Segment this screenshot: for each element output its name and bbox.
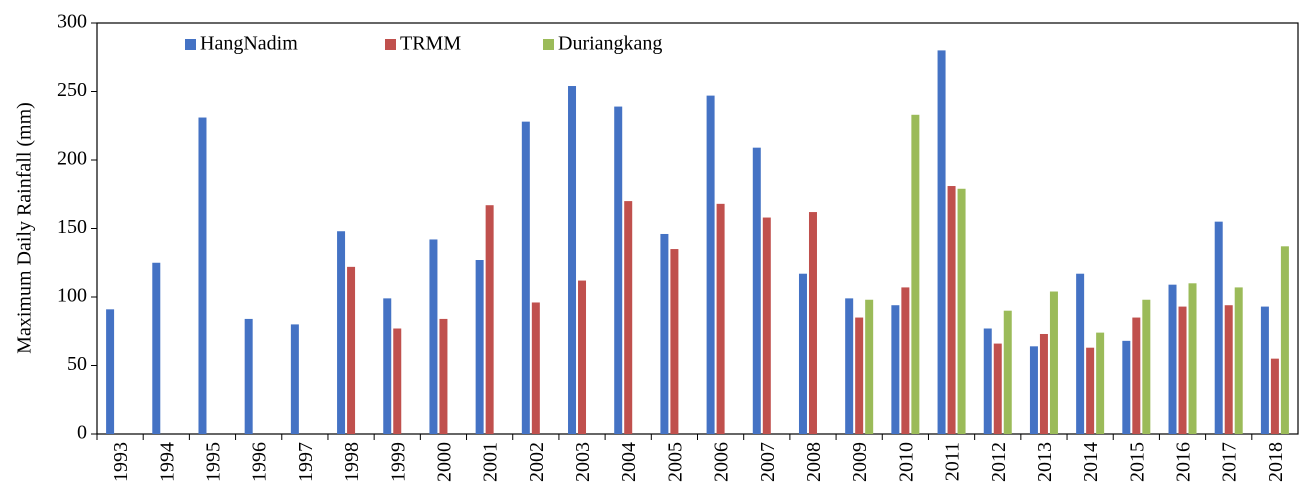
y-tick-label: 0 <box>77 422 87 444</box>
x-tick-label: 1995 <box>202 442 224 482</box>
y-tick-label: 250 <box>57 79 87 101</box>
bar <box>1122 340 1131 434</box>
x-tick-label: 2013 <box>1034 442 1056 482</box>
bar <box>1188 283 1197 434</box>
bar <box>290 324 299 434</box>
bar <box>706 95 715 435</box>
bar <box>716 203 725 434</box>
x-tick-label: 2015 <box>1126 442 1148 482</box>
bar <box>1234 287 1243 434</box>
x-tick-label: 1998 <box>341 442 363 482</box>
bar <box>485 205 494 434</box>
x-tick-label: 2004 <box>618 442 640 482</box>
legend-label: HangNadim <box>200 33 298 55</box>
bar <box>624 201 633 434</box>
bar <box>762 217 771 434</box>
x-tick-label: 2008 <box>803 442 825 482</box>
bar <box>429 239 438 434</box>
bar <box>947 186 956 434</box>
bar <box>957 188 966 434</box>
bar <box>752 147 761 435</box>
bar <box>660 233 669 434</box>
bar <box>1049 291 1058 434</box>
y-tick-label: 100 <box>57 285 87 307</box>
bar <box>993 343 1002 434</box>
bar <box>614 106 623 434</box>
x-tick-label: 2003 <box>572 442 594 482</box>
bar <box>1039 333 1048 434</box>
x-tick-label: 1994 <box>156 442 178 482</box>
bar <box>1086 347 1095 434</box>
x-tick-label: 1999 <box>387 442 409 482</box>
bar <box>1280 246 1289 434</box>
x-tick-label: 2012 <box>988 442 1010 482</box>
x-tick-label: 1996 <box>249 442 271 482</box>
bar <box>1270 358 1279 434</box>
bar <box>855 317 864 434</box>
x-tick-label: 1993 <box>110 442 132 482</box>
bar <box>1132 317 1141 434</box>
bar <box>1142 299 1151 434</box>
y-axis-label: Maximum Daily Rainfall (mm) <box>14 102 36 354</box>
bar <box>337 231 346 434</box>
bar <box>1168 284 1177 434</box>
x-tick-label: 1997 <box>295 442 317 482</box>
bar <box>1214 221 1223 434</box>
bar <box>670 249 679 434</box>
bar <box>475 260 484 434</box>
bar <box>1003 310 1012 434</box>
y-tick-label: 150 <box>57 216 87 238</box>
bar <box>798 273 807 434</box>
legend-label: TRMM <box>400 33 461 55</box>
bar <box>845 298 854 434</box>
x-tick-label: 2011 <box>942 442 964 481</box>
bar <box>1029 346 1038 434</box>
bar <box>531 302 540 434</box>
plot-frame <box>96 22 1299 435</box>
y-tick-label: 50 <box>67 353 87 375</box>
bar <box>937 50 946 435</box>
bar <box>521 121 530 434</box>
bar <box>347 266 356 434</box>
legend-swatch <box>385 39 396 50</box>
x-tick-label: 2018 <box>1265 442 1287 482</box>
x-tick-label: 2009 <box>849 442 871 482</box>
bar <box>152 262 161 434</box>
x-tick-label: 2002 <box>526 442 548 482</box>
x-tick-label: 2016 <box>1173 442 1195 482</box>
bar <box>198 117 207 434</box>
bar <box>439 318 448 434</box>
legend-label: Duriangkang <box>558 33 662 55</box>
x-tick-label: 2007 <box>757 442 779 482</box>
bar <box>808 212 817 434</box>
bar <box>393 328 402 434</box>
x-tick-label: 2010 <box>895 442 917 482</box>
legend-swatch <box>543 39 554 50</box>
bar <box>901 287 910 434</box>
bar <box>568 86 577 435</box>
bar <box>244 318 253 434</box>
bar <box>983 328 992 434</box>
x-tick-label: 2000 <box>433 442 455 482</box>
bar <box>106 309 115 434</box>
y-tick-label: 300 <box>57 11 87 33</box>
bar <box>578 280 587 434</box>
y-tick-label: 200 <box>57 148 87 170</box>
bar <box>891 305 900 434</box>
bar <box>911 114 920 434</box>
bar <box>1178 306 1187 434</box>
x-tick-label: 2017 <box>1219 442 1241 482</box>
x-tick-label: 2006 <box>711 442 733 482</box>
legend-swatch <box>185 39 196 50</box>
bar <box>1076 273 1085 434</box>
x-tick-label: 2001 <box>480 442 502 482</box>
bar <box>1224 305 1233 434</box>
bar <box>1096 332 1105 434</box>
bar <box>1260 306 1269 434</box>
bar <box>865 299 874 434</box>
x-tick-label: 2014 <box>1080 442 1102 482</box>
bar <box>383 298 392 434</box>
x-tick-label: 2005 <box>664 442 686 482</box>
